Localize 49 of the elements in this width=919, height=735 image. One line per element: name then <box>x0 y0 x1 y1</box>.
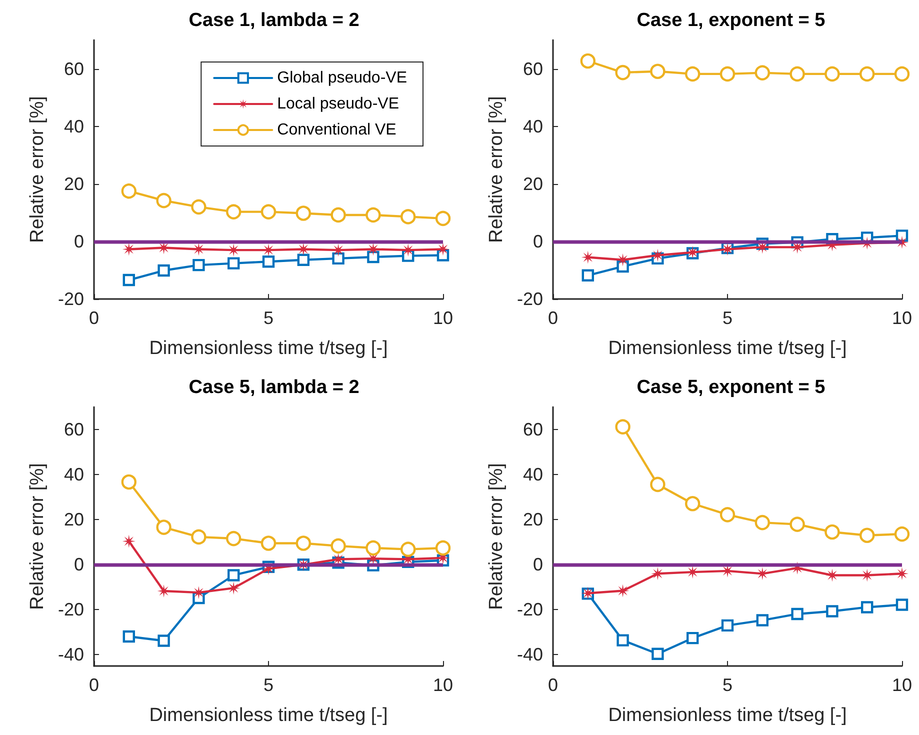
x-tick-label: 10 <box>892 308 912 328</box>
x-tick-label: 0 <box>88 308 100 328</box>
y-tick-label: 40 <box>522 464 543 485</box>
y-tick-label: -20 <box>58 600 84 620</box>
y-tick-label: 60 <box>522 58 543 79</box>
y-tick-label: 60 <box>64 420 84 440</box>
y-tick-label: 60 <box>64 58 84 79</box>
x-tick-label: 10 <box>892 675 912 695</box>
chart-title: Case 5, exponent = 5 <box>636 377 826 398</box>
x-axis-title: Dimensionless time t/tseg [-] <box>608 338 847 359</box>
x-tick-label: 5 <box>263 308 274 328</box>
y-tick-label: 60 <box>522 420 543 440</box>
x-tick-label: 0 <box>88 675 100 695</box>
y-axis-title: Relative error [%] <box>27 96 48 243</box>
y-axis-title: Relative error [%] <box>27 463 48 610</box>
y-tick-label: 0 <box>74 231 84 252</box>
x-tick-label: 5 <box>263 675 274 695</box>
x-tick-label: 0 <box>548 308 558 328</box>
x-tick-label: 10 <box>432 308 454 328</box>
y-tick-label: 0 <box>74 554 84 575</box>
y-tick-label: -40 <box>58 644 84 665</box>
y-tick-label: 20 <box>522 510 543 530</box>
y-tick-label: 0 <box>532 554 543 575</box>
y-tick-label: 40 <box>64 116 84 136</box>
y-tick-label: 40 <box>522 116 543 136</box>
x-tick-label: 5 <box>722 308 733 328</box>
y-axis-title: Relative error [%] <box>486 463 508 610</box>
y-tick-label: 40 <box>64 464 84 485</box>
y-tick-label: -20 <box>516 600 543 620</box>
x-axis-title: Dimensionless time t/tseg [-] <box>149 338 388 359</box>
y-tick-label: -40 <box>516 644 543 665</box>
chart-title: Case 1, lambda = 2 <box>188 10 360 31</box>
legend-label: Local pseudo-VE <box>277 96 399 112</box>
chart-title: Case 5, lambda = 2 <box>188 377 360 398</box>
x-tick-label: 5 <box>722 675 733 695</box>
y-tick-label: 20 <box>522 174 543 194</box>
y-tick-label: 20 <box>64 174 84 194</box>
y-axis-title: Relative error [%] <box>486 96 508 243</box>
y-tick-label: 0 <box>532 231 543 252</box>
y-tick-label: -20 <box>58 289 84 309</box>
chart-title: Case 1, exponent = 5 <box>636 10 826 31</box>
legend-label: Global pseudo-VE <box>277 70 407 86</box>
y-tick-label: 20 <box>64 510 84 530</box>
x-axis-title: Dimensionless time t/tseg [-] <box>608 705 847 726</box>
x-axis-title: Dimensionless time t/tseg [-] <box>149 705 388 726</box>
y-tick-label: -20 <box>516 289 543 309</box>
x-tick-label: 0 <box>548 675 558 695</box>
legend-label: Conventional VE <box>277 122 396 138</box>
x-tick-label: 10 <box>432 675 454 695</box>
